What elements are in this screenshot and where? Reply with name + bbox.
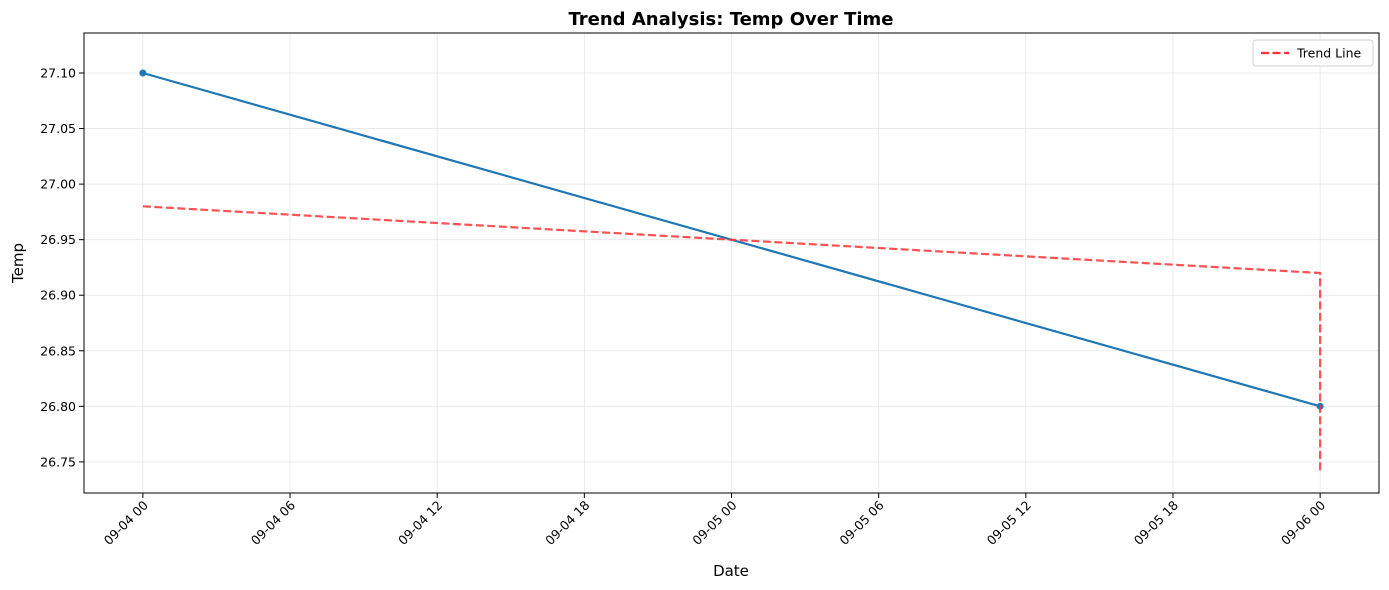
- legend: Trend Line: [1252, 39, 1374, 67]
- x-tick-label: 09-06 00: [1278, 497, 1328, 547]
- y-tick-label: 27.05: [40, 121, 76, 136]
- legend-label: Trend Line: [1296, 46, 1362, 61]
- y-tick-label: 26.90: [40, 288, 76, 303]
- x-tick-label: 09-05 06: [836, 497, 886, 547]
- x-tick-label: 09-04 00: [101, 497, 151, 547]
- x-tick-label: 09-05 18: [1131, 497, 1181, 547]
- x-tick-label: 09-04 18: [542, 497, 592, 547]
- x-tick-label: 09-05 12: [984, 498, 1034, 548]
- x-tick-label: 09-05 00: [689, 497, 739, 547]
- grid: [84, 33, 1379, 493]
- y-tick-label: 26.95: [40, 232, 76, 247]
- chart-title: Trend Analysis: Temp Over Time: [568, 9, 893, 30]
- y-tick-label: 26.85: [40, 343, 76, 358]
- trend-line: [142, 205, 1322, 473]
- y-tick-label: 26.80: [40, 399, 76, 414]
- y-tick-label: 27.00: [40, 177, 76, 192]
- y-axis: 26.75 26.80 26.85 26.90 26.95 27.00 27.05 27.10: [40, 66, 84, 469]
- x-tick-label: 09-04 06: [248, 497, 298, 547]
- x-axis-label: Date: [713, 562, 749, 580]
- series-layer: [139, 69, 1324, 473]
- data-point: [139, 69, 147, 77]
- legend-box: [1252, 39, 1374, 67]
- x-tick-label: 09-04 12: [395, 498, 445, 548]
- x-axis: 09-04 00 09-04 06 09-04 12 09-04 18 09-05 00…: [101, 493, 1328, 548]
- y-tick-label: 26.75: [40, 454, 76, 469]
- y-tick-label: 27.10: [40, 66, 76, 81]
- y-axis-label: Temp: [9, 243, 27, 284]
